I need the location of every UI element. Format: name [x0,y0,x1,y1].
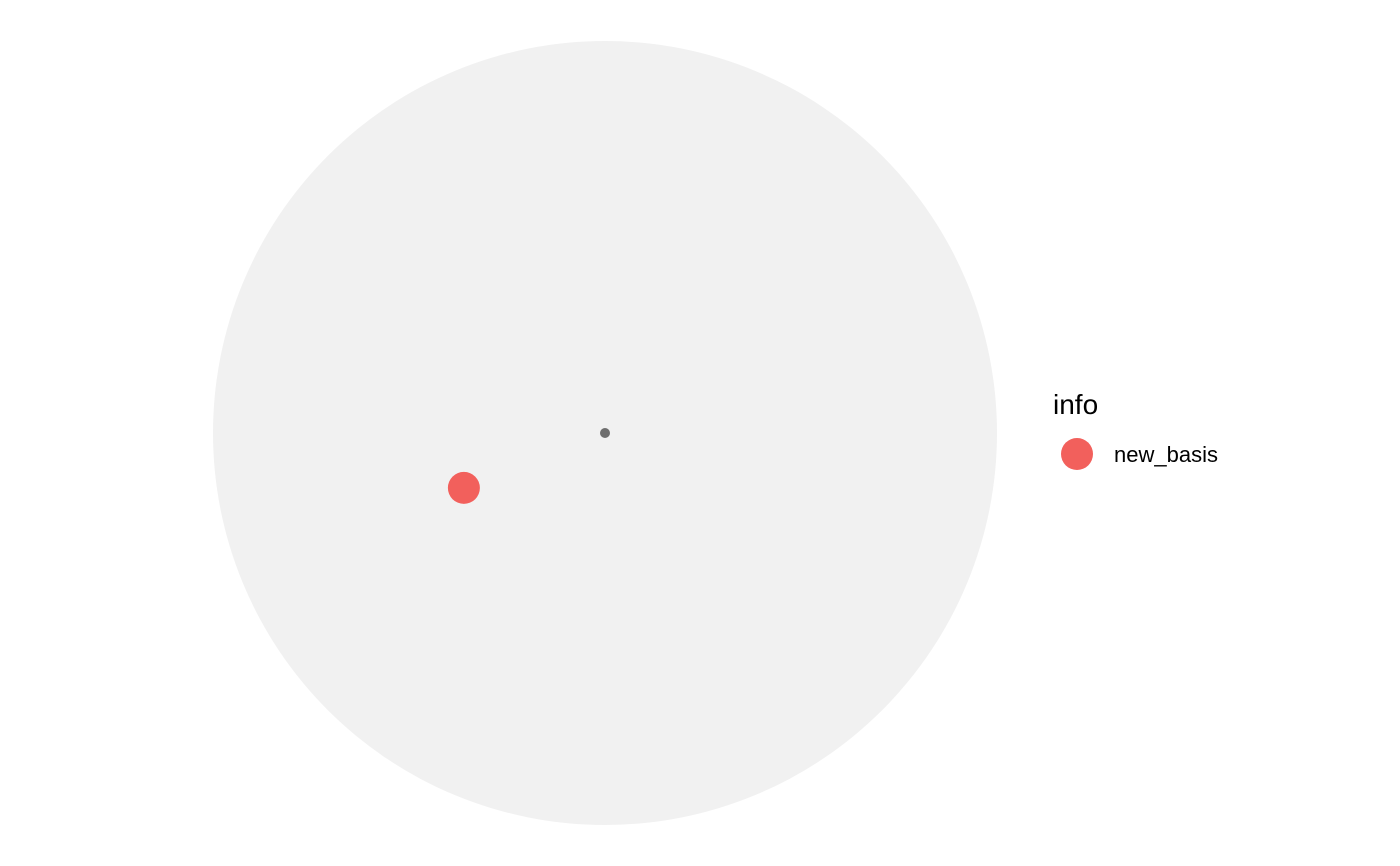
legend-entries: new_basis [1061,438,1218,470]
data-points [447,471,480,504]
legend: info new_basis [1053,389,1218,470]
data-point-new_basis [447,471,480,504]
plot-area [213,41,997,825]
legend-key-new_basis [1061,438,1093,470]
legend-label-new_basis: new_basis [1114,442,1218,467]
center-marker [600,428,610,438]
legend-title: info [1053,389,1098,420]
